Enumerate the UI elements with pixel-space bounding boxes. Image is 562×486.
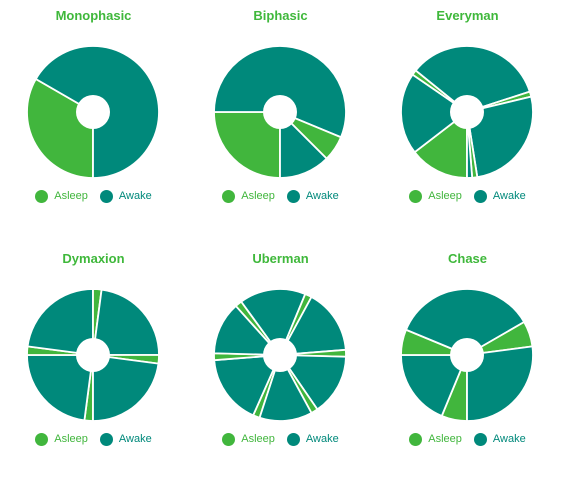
donut-hole [263,95,297,129]
legend-label-awake: Awake [305,433,339,445]
legend-label-awake: Awake [492,433,526,445]
legend-label-awake: Awake [118,190,152,202]
legend-swatch-awake [99,190,113,203]
sleep-pie-chart [400,45,534,179]
legend-swatch-asleep [222,190,236,203]
awake-slice [92,353,160,422]
legend: Asleep Awake [374,433,561,446]
donut-hole [450,95,484,129]
legend-item-awake[interactable]: Awake [473,190,526,203]
legend-swatch-awake [473,433,487,446]
legend-swatch-awake [99,433,113,446]
legend-label-asleep: Asleep [54,433,88,445]
legend-label-asleep: Asleep [241,190,275,202]
awake-slice [278,295,347,357]
chart-title: Uberman [252,251,309,266]
awake-slice [26,354,95,422]
donut-hole [450,338,484,372]
legend-item-asleep[interactable]: Asleep [409,433,462,446]
legend-label-asleep: Asleep [428,433,462,445]
legend: Asleep Awake [374,190,561,203]
legend-label-asleep: Asleep [54,190,88,202]
legend-label-awake: Awake [305,190,339,202]
legend-item-asleep[interactable]: Asleep [222,190,275,203]
chart-dymaxion: Dymaxion Asleep Awake [0,243,187,486]
chart-title: Everyman [436,8,499,23]
legend-item-asleep[interactable]: Asleep [35,433,88,446]
sleep-pie-chart [213,45,347,179]
awake-slice [239,288,307,357]
awake-slice [400,354,469,418]
legend-item-awake[interactable]: Awake [286,190,339,203]
sleep-pie-chart [26,45,160,179]
awake-slice [465,95,534,179]
chart-title: Chase [447,251,488,266]
awake-slice [400,73,469,154]
legend-item-awake[interactable]: Awake [99,433,152,446]
asleep-slice [413,110,468,179]
donut-hole [76,338,110,372]
legend-item-awake[interactable]: Awake [99,190,152,203]
legend-label-awake: Awake [118,433,152,445]
chart-uberman: Uberman Asleep Awake [187,243,374,486]
chart-biphasic: Biphasic Asleep Awake [187,0,374,243]
legend: Asleep Awake [0,433,187,446]
awake-slice [466,345,534,422]
chart-title: Monophasic [55,8,132,23]
legend-label-asleep: Asleep [428,190,462,202]
legend-item-asleep[interactable]: Asleep [409,190,462,203]
sleep-pie-chart [213,288,347,422]
chart-chase: Chase Asleep Awake [374,243,561,486]
chart-monophasic: Monophasic Asleep Awake [0,0,187,243]
legend-swatch-asleep [35,433,49,446]
awake-slice [278,354,347,411]
legend-label-asleep: Asleep [241,433,275,445]
legend-item-asleep[interactable]: Asleep [222,433,275,446]
legend-swatch-awake [286,433,300,446]
legend-label-awake: Awake [492,190,526,202]
legend-swatch-asleep [409,433,423,446]
donut-hole [263,338,297,372]
legend-swatch-asleep [409,190,423,203]
awake-slice [213,45,347,139]
chart-title: Dymaxion [62,251,125,266]
donut-hole [76,95,110,129]
legend-swatch-awake [473,190,487,203]
awake-slice [26,288,94,357]
awake-slice [279,109,328,179]
legend-item-awake[interactable]: Awake [286,433,339,446]
legend: Asleep Awake [187,190,374,203]
awake-slice [91,288,160,356]
legend-swatch-asleep [35,190,49,203]
awake-slice [213,353,282,417]
legend-swatch-awake [286,190,300,203]
asleep-slice [213,111,281,179]
chart-everyman: Everyman Asleep Awake [374,0,561,243]
legend-item-awake[interactable]: Awake [473,433,526,446]
asleep-slice [26,77,94,179]
legend: Asleep Awake [0,190,187,203]
sleep-pie-chart [400,288,534,422]
chart-title: Biphasic [253,8,308,23]
legend-swatch-asleep [222,433,236,446]
legend: Asleep Awake [187,433,374,446]
legend-item-asleep[interactable]: Asleep [35,190,88,203]
awake-slice [258,352,313,422]
awake-slice [414,45,531,114]
sleep-pie-chart [26,288,160,422]
